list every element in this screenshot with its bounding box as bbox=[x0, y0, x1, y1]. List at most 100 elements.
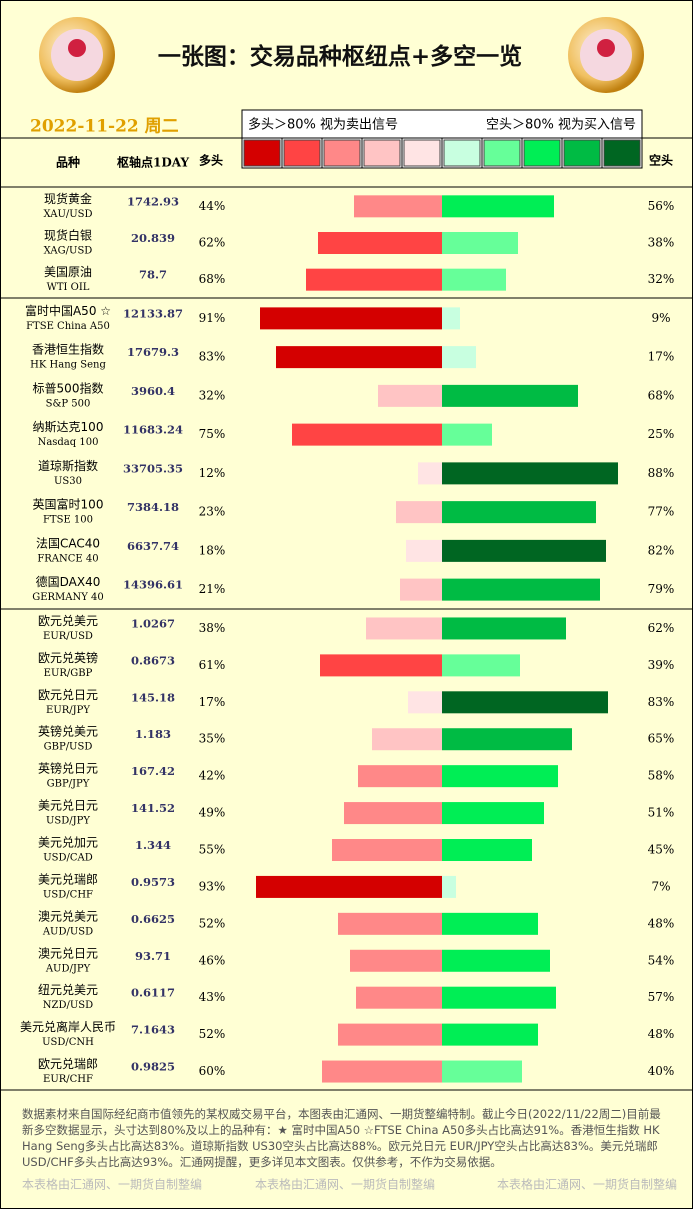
item-name: 欧元兑英镑 bbox=[38, 650, 98, 665]
item-code: XAU/USD bbox=[43, 209, 92, 220]
short-label: 79% bbox=[648, 582, 675, 596]
item-name: 现货黄金 bbox=[44, 191, 92, 206]
pivot: 7.1643 bbox=[131, 1023, 175, 1037]
short-bar bbox=[442, 802, 544, 825]
legend-swatch bbox=[603, 139, 641, 167]
pivot: 3960.4 bbox=[131, 384, 175, 398]
item-name: 英镑兑日元 bbox=[38, 761, 98, 776]
short-label: 25% bbox=[648, 427, 675, 441]
chart-title: 一张图：交易品种枢纽点+多空一览 bbox=[158, 43, 522, 70]
pivot: 17679.3 bbox=[127, 345, 179, 359]
pivot: 1.183 bbox=[135, 727, 171, 741]
short-bar bbox=[442, 307, 460, 330]
pivot: 11683.24 bbox=[123, 423, 183, 437]
short-bar bbox=[442, 423, 492, 446]
item-code: FRANCE 40 bbox=[37, 553, 98, 564]
long-label: 52% bbox=[199, 916, 226, 930]
pivot: 7384.18 bbox=[127, 500, 179, 514]
short-bar bbox=[442, 949, 550, 972]
legend-swatch bbox=[243, 139, 281, 167]
item-code: GBP/USD bbox=[44, 742, 93, 753]
logo bbox=[568, 17, 644, 93]
short-label: 48% bbox=[648, 1027, 675, 1041]
long-label: 12% bbox=[199, 466, 226, 480]
item-code: USD/CAD bbox=[43, 853, 93, 864]
pivot: 1.344 bbox=[135, 838, 171, 852]
header: 多头 bbox=[199, 153, 223, 168]
short-label: 9% bbox=[651, 311, 670, 325]
short-label: 48% bbox=[648, 916, 675, 930]
long-label: 75% bbox=[199, 427, 226, 441]
item-name: 美元兑日元 bbox=[38, 799, 98, 813]
long-label: 49% bbox=[199, 806, 226, 820]
legend-box bbox=[241, 109, 643, 139]
pivot: 14396.61 bbox=[123, 578, 183, 592]
long-bar bbox=[356, 986, 442, 1009]
short-label: 7% bbox=[651, 879, 670, 893]
long-bar bbox=[378, 384, 442, 407]
pivot: 0.6625 bbox=[131, 912, 175, 926]
pivot: 0.8673 bbox=[131, 653, 175, 667]
long-bar bbox=[322, 1060, 442, 1083]
item-name: 美元兑加元 bbox=[38, 836, 98, 850]
item-name: 英镑兑美元 bbox=[38, 724, 98, 739]
short-bar bbox=[442, 875, 456, 898]
short-label: 45% bbox=[648, 843, 675, 857]
long-bar bbox=[276, 346, 442, 369]
long-bar bbox=[366, 617, 442, 640]
item-code: USD/JPY bbox=[46, 816, 90, 827]
item-name: 美元兑离岸人民币 bbox=[20, 1019, 116, 1034]
item-name: 纳斯达克100 bbox=[33, 420, 104, 434]
long-bar bbox=[354, 195, 442, 218]
short-label: 56% bbox=[648, 199, 675, 213]
header: 空头 bbox=[649, 153, 673, 168]
item-name: 标普500指数 bbox=[33, 380, 104, 395]
pivot: 78.7 bbox=[139, 268, 167, 282]
item-code: XAG/USD bbox=[44, 246, 93, 257]
pivot: 1.0267 bbox=[131, 616, 175, 630]
short-label: 82% bbox=[648, 543, 675, 557]
watermark: 本表格由汇通网、一期货自制整编 bbox=[255, 1177, 435, 1192]
item-code: EUR/GBP bbox=[44, 668, 93, 679]
item-name: 欧元兑日元 bbox=[38, 688, 98, 702]
long-label: 43% bbox=[199, 990, 226, 1004]
item-name: 澳元兑美元 bbox=[38, 909, 98, 923]
long-bar bbox=[320, 654, 442, 677]
item-code: USD/CNH bbox=[42, 1037, 94, 1048]
short-label: 17% bbox=[648, 350, 675, 364]
short-bar bbox=[442, 654, 520, 677]
legend-swatch bbox=[323, 139, 361, 167]
short-bar bbox=[442, 728, 572, 751]
item-name: 德国DAX40 bbox=[36, 574, 101, 589]
item-code: GBP/JPY bbox=[47, 779, 90, 790]
long-label: 60% bbox=[199, 1064, 226, 1078]
pivot: 6637.74 bbox=[127, 539, 179, 553]
short-label: 88% bbox=[648, 466, 675, 480]
item-name: 现货白银 bbox=[44, 228, 92, 243]
long-label: 42% bbox=[199, 769, 226, 783]
pivot: 0.6117 bbox=[131, 986, 175, 1000]
item-code: USD/CHF bbox=[43, 889, 93, 900]
short-label: 65% bbox=[648, 732, 675, 746]
long-bar bbox=[338, 912, 442, 935]
short-bar bbox=[442, 268, 506, 291]
legend-text: 多头＞80% 视为卖出信号 bbox=[248, 117, 398, 133]
legend-swatch bbox=[283, 139, 321, 167]
long-bar bbox=[400, 578, 442, 601]
header: 品种 bbox=[56, 155, 80, 170]
item-code: S&P 500 bbox=[46, 398, 91, 409]
item-name: 道琼斯指数 bbox=[38, 458, 98, 473]
short-bar bbox=[442, 232, 518, 254]
short-label: 38% bbox=[648, 236, 675, 250]
long-label: 61% bbox=[199, 658, 226, 672]
long-bar bbox=[358, 765, 442, 788]
pivot: 0.9825 bbox=[131, 1060, 175, 1074]
item-name: 法国CAC40 bbox=[36, 536, 100, 550]
pivot: 93.71 bbox=[135, 949, 171, 963]
item-code: FTSE China A50 bbox=[26, 321, 110, 332]
item-code: NZD/USD bbox=[43, 1000, 93, 1011]
short-label: 77% bbox=[648, 505, 675, 519]
long-bar bbox=[306, 268, 442, 291]
long-label: 46% bbox=[199, 953, 226, 967]
